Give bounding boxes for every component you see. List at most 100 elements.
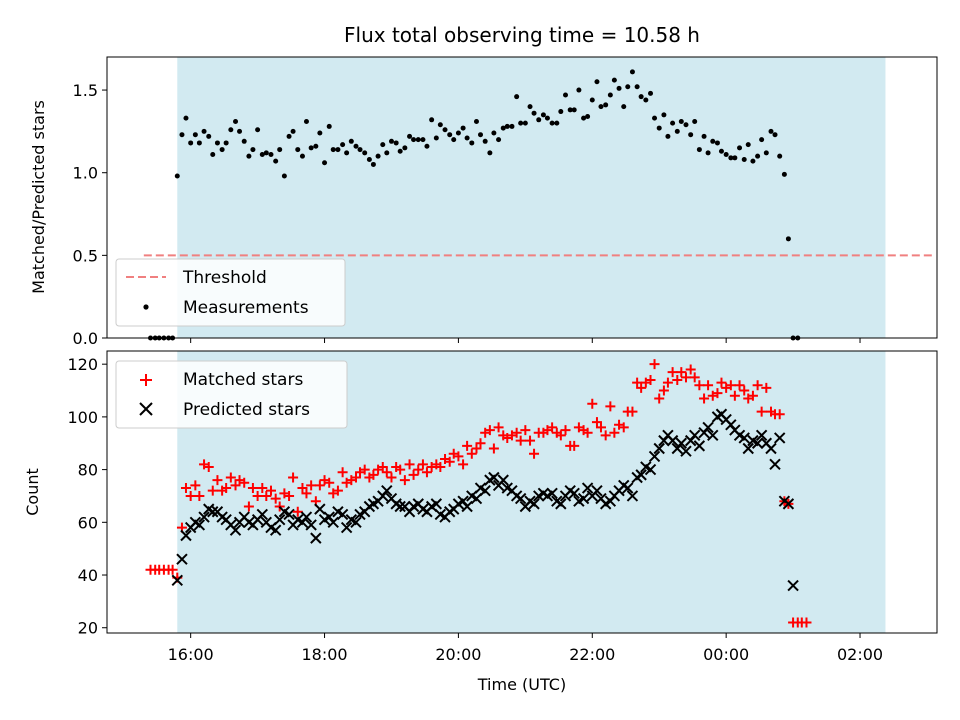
measurement-point [223, 140, 229, 146]
measurement-point [313, 143, 319, 149]
matched-star-point [680, 372, 691, 383]
predicted-star-point [207, 506, 219, 518]
matched-star-point [257, 483, 268, 494]
matched-star-point [560, 425, 571, 436]
measurement-point [728, 155, 734, 161]
bottom-axes-frame [106, 350, 938, 634]
measurement-point [678, 118, 684, 124]
matched-star-point [605, 401, 616, 412]
measurement-point [607, 92, 613, 98]
predicted-star-point [273, 513, 286, 526]
matched-star-point [632, 377, 643, 388]
matched-star-point [301, 488, 312, 499]
matched-star-point [261, 490, 272, 501]
matched-star-point [725, 380, 736, 391]
matched-star-point [547, 422, 558, 433]
matched-star-point [314, 480, 325, 491]
matched-star-point [627, 406, 638, 417]
matched-star-point [203, 461, 214, 472]
measurement-point [777, 153, 783, 159]
measurement-point [469, 140, 475, 146]
predicted-star-point [229, 524, 242, 536]
measurement-point [701, 133, 707, 139]
predicted-star-point [707, 429, 719, 442]
predicted-star-point [256, 508, 268, 521]
predicted-star-point [283, 508, 295, 521]
matched-star-point [645, 374, 656, 385]
measurement-point [263, 150, 269, 156]
xtick-label: 22:00 [569, 645, 615, 664]
bottom-y-axis-label: Count [23, 468, 42, 516]
measurement-point [375, 153, 381, 159]
measurement-point [714, 140, 720, 146]
measurement-point [540, 112, 546, 118]
predicted-star-point [787, 579, 799, 592]
matched-star-point [484, 425, 495, 436]
predicted-star-point [675, 437, 688, 449]
predicted-star-point [622, 482, 634, 494]
predicted-star-point [648, 450, 661, 463]
matched-star-point [332, 485, 343, 496]
measurement-point [397, 148, 403, 154]
bottom-ytick-label: 80 [78, 461, 98, 480]
matched-star-point [194, 490, 205, 501]
measurement-point [482, 138, 488, 144]
predicted-star-point [461, 500, 473, 513]
matched-star-point [284, 490, 295, 501]
xtick-label: 20:00 [435, 645, 481, 664]
predicted-star-point [514, 492, 527, 505]
measurement-point [290, 128, 296, 134]
matched-star-point [712, 388, 723, 399]
predicted-star-point [688, 429, 701, 442]
measurement-point [317, 130, 323, 136]
matched-star-point [239, 477, 250, 488]
predicted-star-point [350, 516, 362, 529]
legend-threshold-label: Threshold [182, 268, 267, 288]
measurement-point [196, 140, 202, 146]
measurement-point [518, 120, 524, 126]
matched-star-point [337, 467, 348, 478]
predicted-star-point [635, 469, 647, 481]
measurement-point [705, 150, 711, 156]
predicted-star-point [327, 516, 339, 529]
measurement-point [544, 115, 550, 121]
matched-star-point [600, 430, 611, 441]
matched-star-point [752, 380, 763, 391]
measurement-point [661, 112, 667, 118]
matched-star-point [386, 472, 397, 483]
top-axes-frame [106, 56, 938, 339]
measurement-point [785, 236, 791, 242]
top-ytick-label: 0.0 [73, 329, 98, 348]
matched-star-point [368, 469, 379, 480]
measurement-point [692, 118, 698, 124]
measurement-point [464, 135, 470, 141]
measurement-point [344, 150, 350, 156]
measurement-point [179, 132, 185, 138]
predicted-star-point [198, 511, 210, 523]
measurement-point [598, 104, 604, 110]
measurement-point [473, 118, 479, 124]
predicted-star-point [591, 484, 603, 497]
top-ytick-label: 1.5 [73, 81, 98, 100]
measurement-point [366, 156, 372, 162]
predicted-star-point [430, 498, 443, 510]
measurement-point [549, 120, 555, 126]
measurement-point [478, 132, 483, 138]
measurement-point [246, 153, 252, 159]
predicted-star-point [751, 437, 764, 449]
measurement-point [496, 137, 502, 143]
predicted-star-point [555, 498, 567, 510]
bottom-ytick-label: 20 [78, 619, 98, 638]
matched-star-point [694, 380, 705, 391]
measurement-point [183, 115, 189, 121]
measurement-point [688, 132, 694, 138]
measurement-point [219, 147, 225, 153]
matched-star-point [658, 385, 669, 396]
measurement-point [353, 143, 359, 149]
legend-matched-swatch [140, 374, 152, 386]
measurement-point [210, 152, 216, 158]
predicted-star-point [581, 482, 594, 494]
matched-star-point [488, 443, 499, 454]
measurement-point [277, 147, 283, 153]
